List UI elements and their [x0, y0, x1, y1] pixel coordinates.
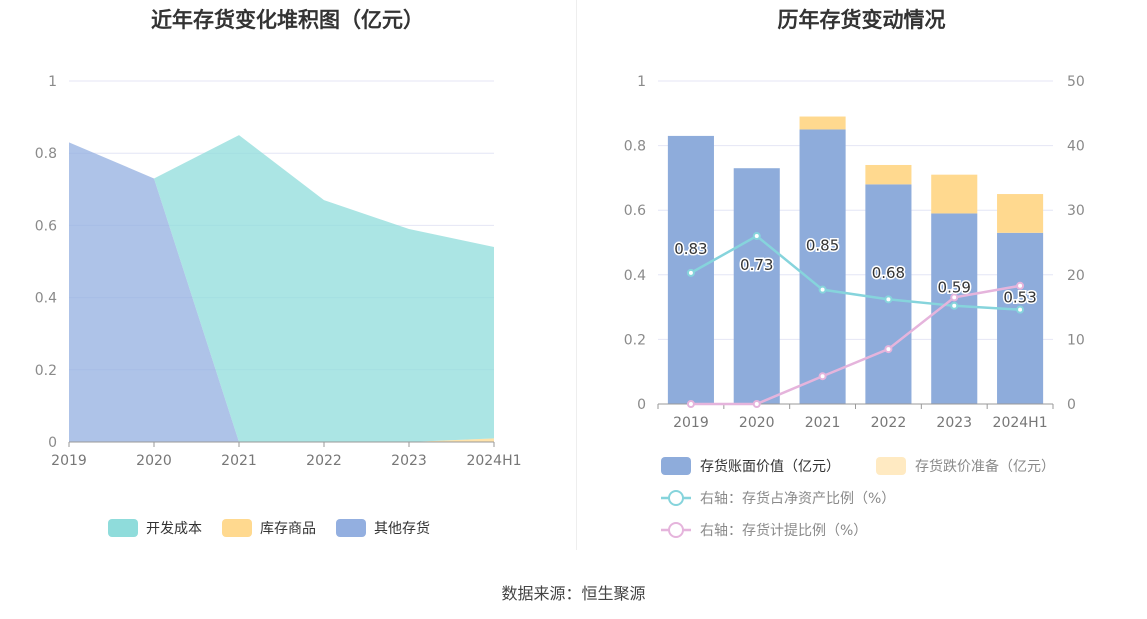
legend-label: 存货跌价准备（亿元）	[915, 458, 1055, 475]
y-tick-label: 1	[637, 74, 646, 90]
legend-swatch-impairment	[876, 457, 906, 475]
x-tick-label: 2023	[391, 453, 427, 469]
y2-tick-label: 30	[1067, 203, 1085, 219]
y-tick-label: 0.2	[624, 332, 646, 348]
y2-tick-label: 20	[1067, 268, 1085, 284]
legend-label: 开发成本	[146, 521, 202, 537]
legend-swatch-库存商品	[222, 519, 252, 537]
line-point	[884, 345, 893, 354]
x-tick-label: 2022	[871, 415, 907, 431]
bar-存货账面价值（亿元）	[865, 184, 912, 404]
line-point	[752, 400, 761, 408]
x-tick-label: 2019	[673, 415, 709, 431]
y2-tick-label: 10	[1067, 332, 1085, 348]
y2-tick-label: 50	[1067, 74, 1085, 90]
line-右轴：存货占净资产比例（%）	[690, 234, 1021, 311]
line-右轴：存货计提比例（%）	[690, 284, 1021, 406]
area-其他存货	[69, 142, 494, 442]
x-tick-label: 2024H1	[466, 453, 521, 469]
line-point	[686, 400, 695, 408]
bar-value-label: 0.85	[806, 237, 839, 255]
y2-tick-label: 40	[1067, 139, 1085, 155]
line-point	[686, 268, 695, 277]
y-tick-label: 1	[48, 74, 57, 90]
line-point	[884, 295, 893, 304]
bar-存货跌价准备（亿元）	[799, 116, 846, 130]
line-point	[818, 372, 827, 381]
y-tick-label: 0.6	[624, 203, 646, 219]
x-tick-label: 2024H1	[993, 415, 1048, 431]
bar-存货跌价准备（亿元）	[931, 174, 978, 214]
legend-swatch-其他存货	[336, 519, 366, 537]
y-tick-label: 0.8	[35, 146, 57, 162]
bar-value-label: 0.59	[938, 279, 971, 297]
y-tick-label: 0.8	[624, 139, 646, 155]
bar-存货账面价值（亿元）	[733, 168, 780, 404]
line-point	[1016, 281, 1025, 290]
x-tick-label: 2022	[306, 453, 342, 469]
x-tick-label: 2020	[136, 453, 172, 469]
line-point	[950, 293, 959, 302]
bar-value-label: 0.73	[740, 256, 773, 274]
bar-value-label: 0.68	[872, 264, 905, 282]
bar-存货跌价准备（亿元）	[997, 194, 1044, 233]
bar-value-label: 0.53	[1003, 288, 1036, 306]
y-tick-label: 0	[637, 397, 646, 413]
line-point	[950, 301, 959, 310]
legend-line-marker	[668, 490, 684, 506]
y-tick-label: 0.4	[624, 268, 646, 284]
line-point	[1016, 305, 1025, 314]
legend-label: 其他存货	[374, 520, 430, 537]
y2-tick-label: 0	[1067, 397, 1076, 413]
y-tick-label: 0.6	[35, 218, 57, 234]
x-tick-label: 2021	[221, 453, 257, 469]
y-tick-label: 0.2	[35, 363, 57, 379]
x-tick-label: 2019	[51, 453, 87, 469]
legend-swatch-开发成本	[108, 519, 138, 537]
x-tick-label: 2021	[805, 415, 841, 431]
legend-label: 右轴：存货占净资产比例（%）	[700, 490, 895, 507]
legend-line-marker	[668, 522, 684, 538]
left-chart-title: 近年存货变化堆积图（亿元）	[151, 8, 424, 32]
data-source-note: 数据来源：恒生聚源	[501, 584, 646, 603]
x-tick-label: 2023	[936, 415, 972, 431]
y-tick-label: 0.4	[35, 291, 57, 307]
legend-label: 库存商品	[260, 521, 316, 537]
bar-存货账面价值（亿元）	[997, 232, 1044, 404]
panel-divider	[576, 0, 577, 550]
bar-存货账面价值（亿元）	[799, 129, 846, 404]
bar-存货跌价准备（亿元）	[865, 164, 912, 185]
y-tick-label: 0	[48, 435, 57, 451]
area-开发成本	[69, 135, 494, 442]
x-tick-label: 2020	[739, 415, 775, 431]
line-point	[752, 232, 761, 241]
legend-label: 右轴：存货计提比例（%）	[700, 522, 867, 539]
stacked-area-chart-panel: 近年存货变化堆积图（亿元） 0 0.2 0.4 0.6 0.8 1 2019 2020 2021…	[0, 0, 575, 560]
legend-swatch-book-value	[661, 457, 691, 475]
inventory-change-chart-panel: 历年存货变动情况 0 0.2 0.4 0.6 0.8 1 0 10 20 30 40 50 2019 20…	[576, 0, 1147, 560]
bar-value-label: 0.83	[674, 240, 707, 258]
right-chart-title: 历年存货变动情况	[777, 8, 946, 32]
line-point	[818, 285, 827, 294]
stacked-area-chart: 0 0.2 0.4 0.6 0.8 1 2019 2020 2021 2022 2023 2024H1…	[35, 74, 522, 537]
legend-label: 存货账面价值（亿元）	[700, 458, 840, 475]
